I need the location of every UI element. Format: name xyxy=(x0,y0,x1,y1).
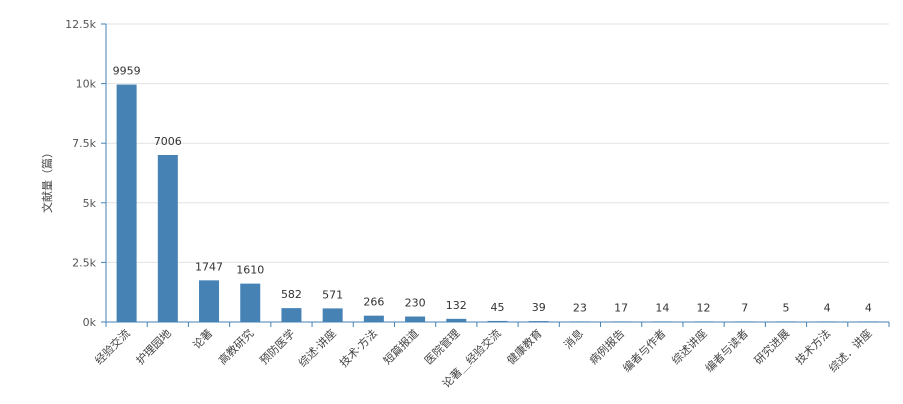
data-label: 4 xyxy=(865,301,872,314)
x-tick-label: 技术·方法 xyxy=(337,326,380,369)
y-tick-label: 2.5k xyxy=(72,256,96,269)
data-label: 7006 xyxy=(154,135,182,148)
data-label: 1610 xyxy=(236,264,264,277)
data-label: 7 xyxy=(741,301,748,314)
axes xyxy=(101,23,890,327)
data-label: 14 xyxy=(655,301,669,314)
grid-lines xyxy=(106,23,889,263)
y-tick-label: 10k xyxy=(76,78,97,91)
data-label: 9959 xyxy=(113,65,141,78)
data-label: 230 xyxy=(405,297,426,310)
x-tick-label: 论著 xyxy=(190,326,215,351)
y-tick-label: 12.5k xyxy=(65,18,96,31)
x-tick-label: 经验交流 xyxy=(92,326,133,367)
x-tick-label: 预防医学 xyxy=(257,326,298,367)
y-tick-label: 0k xyxy=(83,316,97,329)
data-label: 266 xyxy=(363,296,384,309)
x-tick-label: 综述．讲座 xyxy=(826,326,875,375)
y-tick-label: 5k xyxy=(83,197,97,210)
bar xyxy=(281,308,302,322)
bar xyxy=(363,315,384,322)
x-tick-label: 医院管理 xyxy=(421,326,462,367)
x-tick-label: 高教研究 xyxy=(215,326,256,367)
data-label: 17 xyxy=(614,301,628,314)
x-tick-label: 健康教育 xyxy=(504,326,545,367)
data-label: 4 xyxy=(824,301,831,314)
data-label: 582 xyxy=(281,288,302,301)
y-tick-label: 7.5k xyxy=(72,137,96,150)
data-label: 45 xyxy=(491,301,505,314)
data-label: 12 xyxy=(697,301,711,314)
x-tick-label: 消息 xyxy=(561,326,586,351)
bar xyxy=(157,154,178,322)
bar xyxy=(405,316,426,322)
bar xyxy=(322,308,343,322)
bars xyxy=(116,84,879,322)
x-tick-label: 综述讲座 xyxy=(669,326,710,367)
x-tick-label: 病例报告 xyxy=(586,326,627,367)
bar xyxy=(199,280,220,322)
x-tick-label: 护理园地 xyxy=(133,326,174,367)
y-axis-title: 文献量（篇） xyxy=(40,147,54,213)
data-label: 5 xyxy=(782,301,789,314)
data-label: 1747 xyxy=(195,260,223,273)
x-tick-label: 编者与作者 xyxy=(620,326,669,375)
labels: 0k2.5k5k7.5k10k12.5k9959经验交流7006护理园地1747… xyxy=(65,18,874,391)
data-label: 23 xyxy=(573,301,587,314)
x-tick-label: 短篇报道 xyxy=(380,326,421,367)
bar xyxy=(487,320,508,322)
data-label: 39 xyxy=(532,301,546,314)
bar xyxy=(446,318,467,322)
x-tick-label: 综述·讲座 xyxy=(295,326,338,369)
data-label: 571 xyxy=(322,288,343,301)
x-tick-label: 编者与读者 xyxy=(702,326,751,375)
bar xyxy=(240,283,261,322)
data-label: 132 xyxy=(446,299,467,312)
x-tick-label: 研究进展 xyxy=(751,326,792,367)
bar xyxy=(116,84,137,322)
x-tick-label: 技术方法 xyxy=(792,326,833,367)
